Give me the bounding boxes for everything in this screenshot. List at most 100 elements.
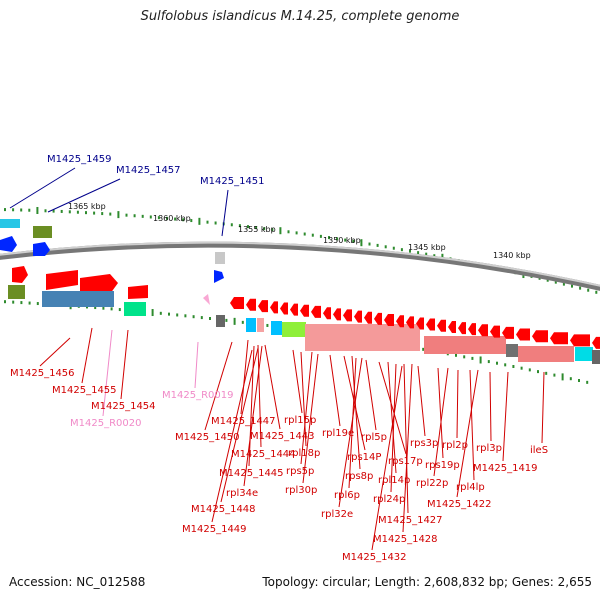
gene-label[interactable]: rpl2p bbox=[442, 440, 468, 451]
gene-arrow[interactable] bbox=[550, 332, 568, 345]
gene-arrow[interactable] bbox=[300, 304, 309, 317]
gene-label[interactable]: ileS bbox=[530, 445, 548, 456]
gene-arrow[interactable] bbox=[364, 311, 372, 324]
cds-feature[interactable] bbox=[575, 347, 593, 361]
gene-label[interactable]: rpl5p bbox=[361, 432, 387, 443]
cds-feature[interactable] bbox=[80, 274, 118, 294]
gene-label[interactable]: M1425_1422 bbox=[427, 499, 492, 510]
gene-arrow[interactable] bbox=[502, 326, 514, 339]
gene-label[interactable]: rpl22p bbox=[416, 478, 448, 489]
gene-arrow[interactable] bbox=[258, 300, 268, 313]
gene-arrow[interactable] bbox=[230, 297, 244, 309]
cds-feature[interactable] bbox=[46, 270, 78, 290]
gene-label[interactable]: M1425_1450 bbox=[175, 432, 240, 443]
gene-label[interactable]: rpl19e bbox=[322, 428, 354, 439]
cds-feature-tinted[interactable] bbox=[42, 291, 114, 307]
cds-feature-reverse[interactable] bbox=[214, 270, 224, 283]
gene-label[interactable]: rpl30p bbox=[285, 485, 317, 496]
gene-arrow[interactable] bbox=[290, 303, 298, 316]
gene-label[interactable]: rpl3p bbox=[476, 443, 502, 454]
cds-feature[interactable] bbox=[592, 350, 600, 364]
cds-feature-tinted[interactable] bbox=[518, 346, 574, 362]
gene-arrow[interactable] bbox=[280, 302, 288, 315]
cds-feature[interactable] bbox=[33, 226, 52, 238]
gene-arrow[interactable] bbox=[468, 323, 476, 336]
gene-label[interactable]: rpl24p bbox=[373, 494, 405, 505]
cds-feature[interactable] bbox=[246, 318, 256, 332]
gene-label[interactable]: rpl6p bbox=[334, 490, 360, 501]
gene-arrow[interactable] bbox=[354, 310, 362, 323]
gene-label[interactable]: M1425_R0019 bbox=[162, 390, 233, 401]
cds-feature[interactable] bbox=[257, 318, 264, 332]
cds-feature[interactable] bbox=[12, 266, 28, 283]
gene-arrow[interactable] bbox=[374, 312, 382, 325]
gene-label[interactable]: rpl15p bbox=[284, 415, 316, 426]
cds-feature[interactable] bbox=[506, 344, 518, 357]
gene-label[interactable]: M1425_1443 bbox=[250, 431, 315, 442]
top-label[interactable]: M1425_1459 bbox=[47, 154, 112, 165]
cds-feature[interactable] bbox=[8, 285, 25, 299]
gene-arrow[interactable] bbox=[343, 309, 352, 322]
gene-arrow[interactable] bbox=[458, 322, 466, 335]
cds-feature-reverse[interactable] bbox=[33, 242, 50, 256]
gene-label[interactable]: M1425_1419 bbox=[473, 463, 538, 474]
gene-arrow[interactable] bbox=[406, 316, 414, 329]
gene-arrow[interactable] bbox=[246, 298, 256, 311]
gene-arrow[interactable] bbox=[426, 318, 435, 331]
gene-label[interactable]: M1425_1456 bbox=[10, 368, 75, 379]
gene-arrow[interactable] bbox=[270, 301, 278, 314]
cds-feature[interactable] bbox=[128, 285, 148, 299]
gene-arrow[interactable] bbox=[516, 328, 530, 341]
cds-feature[interactable] bbox=[216, 315, 225, 327]
gene-arrow[interactable] bbox=[437, 319, 446, 332]
gene-label[interactable]: M1425_1454 bbox=[91, 401, 156, 412]
gene-label[interactable]: rps19p bbox=[425, 460, 460, 471]
gene-label[interactable]: rps3p bbox=[410, 438, 438, 449]
gene-arrow[interactable] bbox=[333, 308, 341, 321]
cds-feature[interactable] bbox=[271, 321, 282, 335]
gene-label[interactable]: rps14P bbox=[347, 452, 381, 463]
gene-arrow[interactable] bbox=[448, 320, 456, 333]
gene-label[interactable]: rpl34e bbox=[226, 488, 258, 499]
gene-label[interactable]: rpl18p bbox=[288, 448, 320, 459]
cds-feature[interactable] bbox=[124, 302, 146, 316]
cds-feature-tinted[interactable] bbox=[424, 336, 506, 354]
label-leader-line bbox=[456, 369, 459, 439]
gene-arrow[interactable] bbox=[532, 330, 548, 343]
gene-label[interactable]: M1425_1428 bbox=[373, 534, 438, 545]
cds-feature-tinted[interactable] bbox=[305, 324, 420, 351]
gene-label[interactable]: rpl14p bbox=[378, 475, 410, 486]
gene-arrow[interactable] bbox=[478, 324, 488, 337]
gene-label[interactable]: rps8p bbox=[345, 471, 373, 482]
gene-arrow[interactable] bbox=[396, 315, 404, 328]
cds-feature[interactable] bbox=[215, 252, 225, 264]
label-leader-line bbox=[292, 349, 303, 414]
top-label[interactable]: M1425_1451 bbox=[200, 176, 265, 187]
gene-label[interactable]: rpl32e bbox=[321, 509, 353, 520]
cds-feature[interactable] bbox=[282, 322, 306, 337]
tick-mark bbox=[141, 214, 144, 218]
gene-label[interactable]: M1425_R0020 bbox=[70, 418, 141, 429]
gene-label[interactable]: M1425_1447 bbox=[211, 416, 276, 427]
gene-label[interactable]: rps5p bbox=[286, 466, 314, 477]
gene-arrow[interactable] bbox=[384, 313, 394, 326]
gene-label[interactable]: M1425_1448 bbox=[191, 504, 256, 515]
gene-arrow[interactable] bbox=[570, 334, 590, 347]
gene-label[interactable]: M1425_1444 bbox=[231, 449, 296, 460]
gene-label[interactable]: M1425_1455 bbox=[52, 385, 117, 396]
gene-arrow[interactable] bbox=[323, 307, 331, 320]
gene-label[interactable]: M1425_1445 bbox=[219, 468, 284, 479]
cds-feature-reverse[interactable] bbox=[0, 236, 17, 252]
gene-label[interactable]: M1425_1432 bbox=[342, 552, 407, 563]
rna-feature[interactable] bbox=[203, 294, 210, 305]
gene-label[interactable]: M1425_1427 bbox=[378, 515, 443, 526]
gene-label[interactable]: rps17p bbox=[388, 456, 423, 467]
gene-arrow[interactable] bbox=[490, 325, 500, 338]
gene-arrow[interactable] bbox=[311, 305, 321, 318]
cds-feature[interactable] bbox=[0, 219, 20, 228]
gene-arrow[interactable] bbox=[592, 336, 600, 349]
top-label[interactable]: M1425_1457 bbox=[116, 165, 181, 176]
gene-label[interactable]: M1425_1449 bbox=[182, 524, 247, 535]
gene-label[interactable]: rpl4lp bbox=[456, 482, 485, 493]
gene-arrow[interactable] bbox=[416, 317, 424, 330]
